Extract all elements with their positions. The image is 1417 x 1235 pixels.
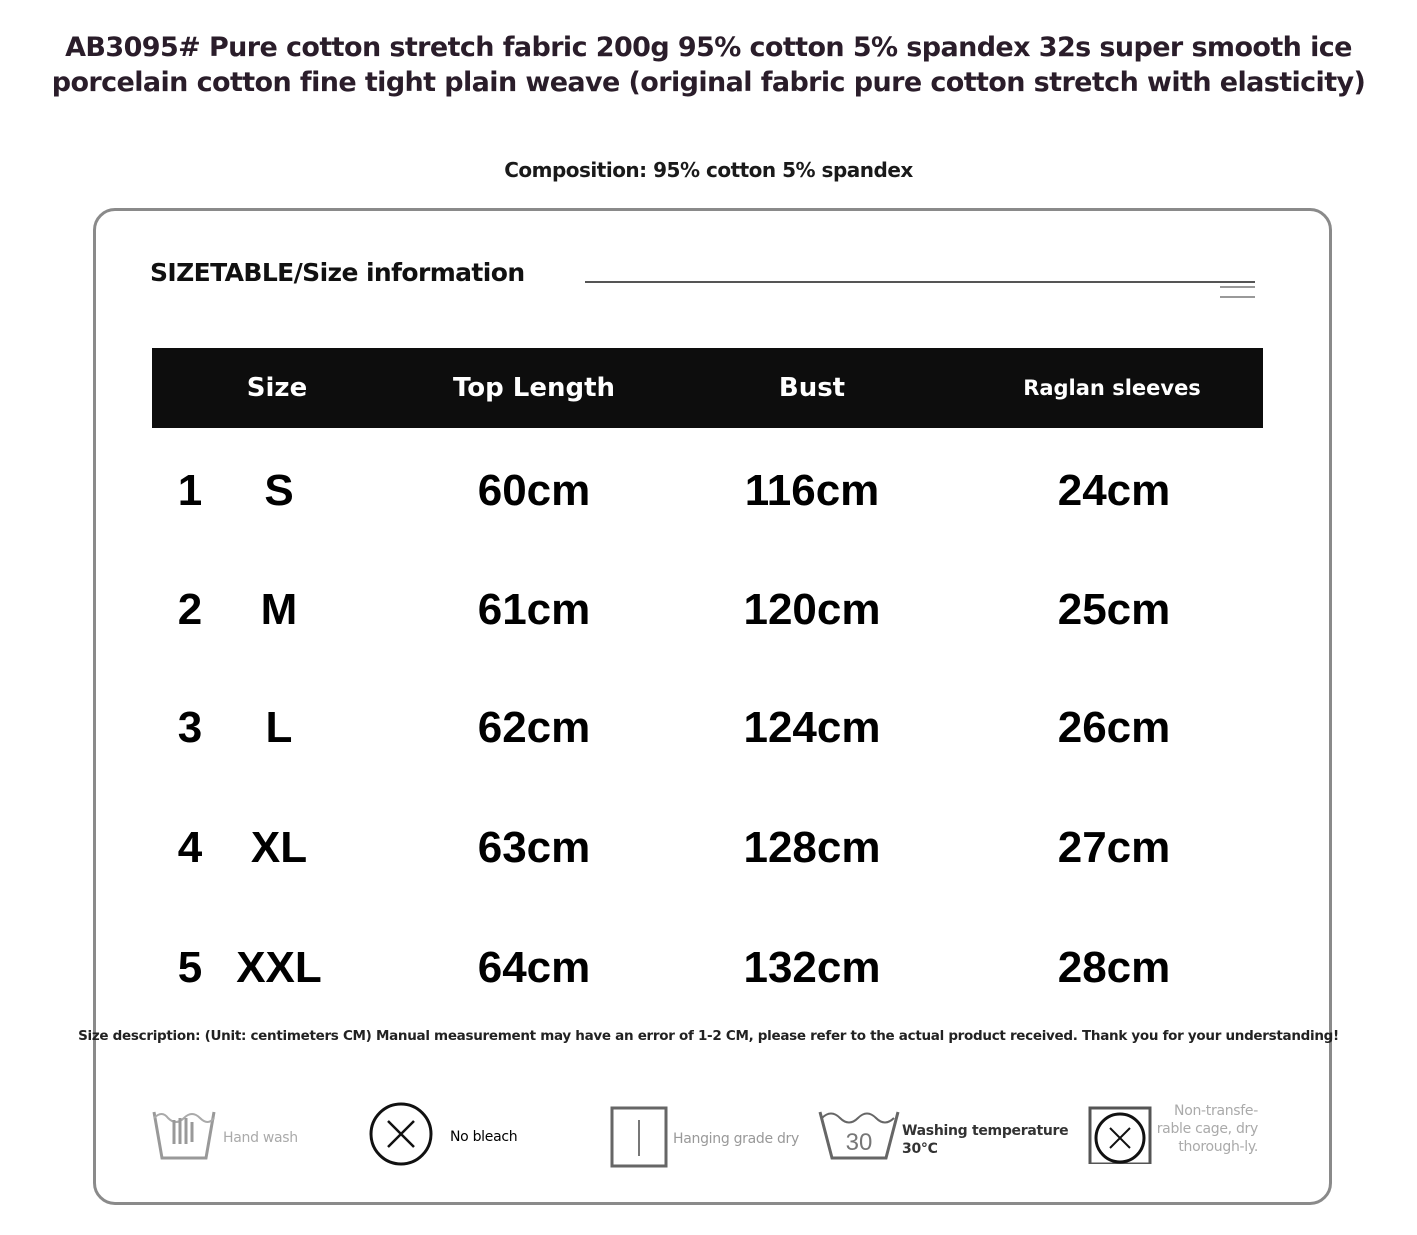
top-length: 61cm [477,585,591,634]
bust: 128cm [743,823,881,872]
table-row: 5 XXL 64cm 132cm 28cm [0,938,1417,998]
wash-30-icon: 30 [818,1111,900,1160]
section-heading: SIZETABLE/Size information [150,258,525,287]
raglan-sleeves: 24cm [1057,466,1171,515]
hang-dry-icon [610,1106,668,1168]
raglan-sleeves: 25cm [1057,585,1171,634]
divider [1220,286,1255,288]
table-row: 3 L 62cm 124cm 26cm [0,698,1417,758]
header-bust: Bust [778,373,846,403]
no-bleach-icon [369,1102,433,1166]
composition: Composition: 95% cotton 5% spandex [504,158,913,182]
raglan-sleeves: 28cm [1057,943,1171,992]
top-length: 60cm [477,466,591,515]
row-number: 5 [177,943,203,992]
table-row: 2 M 61cm 120cm 25cm [0,580,1417,640]
size-label: S [264,466,294,515]
size-note: Size description: (Unit: centimeters CM)… [78,1028,1339,1044]
header-top-length: Top Length [452,373,616,403]
size-label: XL [250,823,308,872]
care-hand-wash: Hand wash [150,1100,298,1169]
bust: 124cm [743,703,881,752]
top-length: 63cm [477,823,591,872]
row-number: 3 [177,703,203,752]
care-label: Hanging grade dry [673,1131,799,1147]
care-label: No bleach [450,1129,518,1145]
size-label: M [260,585,298,634]
divider [1220,296,1255,298]
care-wash-30: 30 Washing temperature 30°C [818,1100,1069,1169]
top-length: 64cm [477,943,591,992]
care-label: Non-transfe-rable cage, dry thorough-ly. [1156,1103,1259,1155]
care-label: Washing temperature 30°C [902,1123,1069,1157]
table-header: Size Top Length Bust Raglan sleeves [152,348,1263,428]
care-no-tumble-dry: Non-transfe-rable cage, dry thorough-ly. [1088,1100,1258,1169]
bust: 116cm [744,466,880,515]
size-table-card [93,208,1332,1205]
raglan-sleeves: 27cm [1057,823,1171,872]
top-length: 62cm [477,703,591,752]
hand-wash-icon [152,1111,216,1160]
divider [585,281,1255,283]
size-label: XXL [236,943,322,992]
wash-temp-text: 30 [846,1129,873,1156]
care-no-bleach: No bleach [368,1100,518,1171]
care-hang-dry: Hanging grade dry [610,1100,799,1175]
header-size: Size [246,373,308,403]
no-tumble-dry-icon [1088,1106,1152,1166]
header-raglan-sleeves: Raglan sleeves [1023,376,1201,400]
bust: 132cm [743,943,881,992]
raglan-sleeves: 26cm [1057,703,1171,752]
row-number: 4 [177,823,203,872]
row-number: 1 [177,466,203,515]
table-row: 1 S 60cm 116cm 24cm [0,461,1417,521]
product-title: AB3095# Pure cotton stretch fabric 200g … [51,32,1366,98]
care-label: Hand wash [223,1130,298,1146]
bust: 120cm [743,585,881,634]
row-number: 2 [177,585,203,634]
table-row: 4 XL 63cm 128cm 27cm [0,818,1417,878]
size-label: L [265,703,293,752]
